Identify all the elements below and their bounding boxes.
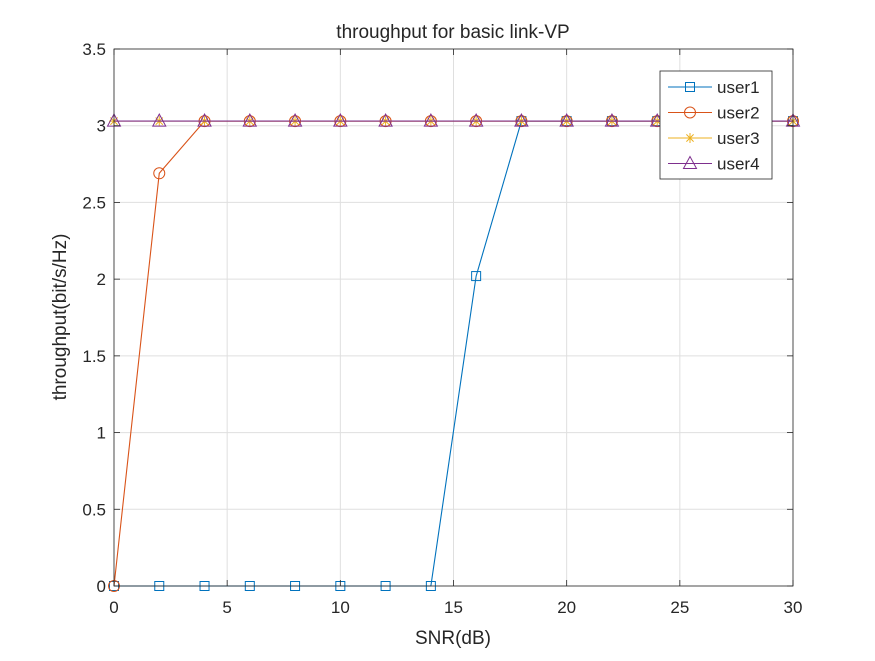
x-axis-label: SNR(dB) xyxy=(415,628,491,649)
y-tick-label: 2 xyxy=(97,270,106,289)
legend-label-user3: user3 xyxy=(717,129,760,148)
x-tick-label: 25 xyxy=(670,598,689,617)
legend-marker-user1 xyxy=(685,82,695,92)
y-tick-label: 0 xyxy=(97,577,106,596)
x-tick-label: 30 xyxy=(784,598,803,617)
data-point-user4 xyxy=(197,113,212,127)
data-point-user4 xyxy=(287,113,303,127)
legend: user1 user2 user3 user4 xyxy=(659,70,773,180)
data-point-user4 xyxy=(604,113,620,127)
x-tick-label: 5 xyxy=(222,598,231,617)
data-point-user4 xyxy=(332,113,348,127)
x-tick-label: 20 xyxy=(557,598,576,617)
legend-marker-user4 xyxy=(682,155,698,169)
data-point-user4 xyxy=(378,113,393,127)
x-tick-label: 15 xyxy=(444,598,463,617)
data-point-user4 xyxy=(151,113,167,127)
x-tick-label: 0 xyxy=(109,598,118,617)
legend-marker-user2 xyxy=(684,106,696,119)
y-tick-label: 3.5 xyxy=(82,40,106,59)
legend-label-user2: user2 xyxy=(717,104,760,123)
tick-labels: 0 5 10 15 20 25 30 0 0.5 1 1.5 2 2.5 3 3.5 xyxy=(82,40,802,617)
legend-label-user1: user1 xyxy=(717,78,760,97)
legend-label-user4: user4 xyxy=(717,155,760,174)
x-tick-label: 10 xyxy=(331,598,350,617)
y-tick-label: 0.5 xyxy=(82,500,106,519)
legend-marker-user3 xyxy=(685,133,695,143)
data-point-user4 xyxy=(514,113,529,127)
y-tick-label: 3 xyxy=(97,117,106,136)
data-point-user4 xyxy=(468,113,484,127)
data-point-user1 xyxy=(471,271,482,282)
y-axis-label: throughput(bit/s/Hz) xyxy=(50,234,71,401)
legend-box xyxy=(659,70,773,180)
axis-ticks xyxy=(113,48,794,587)
y-tick-label: 2.5 xyxy=(82,193,106,212)
y-tick-label: 1.5 xyxy=(82,347,106,366)
data-point-user4 xyxy=(242,113,258,127)
chart-title: throughput for basic link-VP xyxy=(336,22,569,43)
data-point-user4 xyxy=(559,113,575,127)
y-tick-label: 1 xyxy=(97,424,106,443)
data-point-user4 xyxy=(423,113,439,127)
data-point-user2 xyxy=(153,167,166,180)
